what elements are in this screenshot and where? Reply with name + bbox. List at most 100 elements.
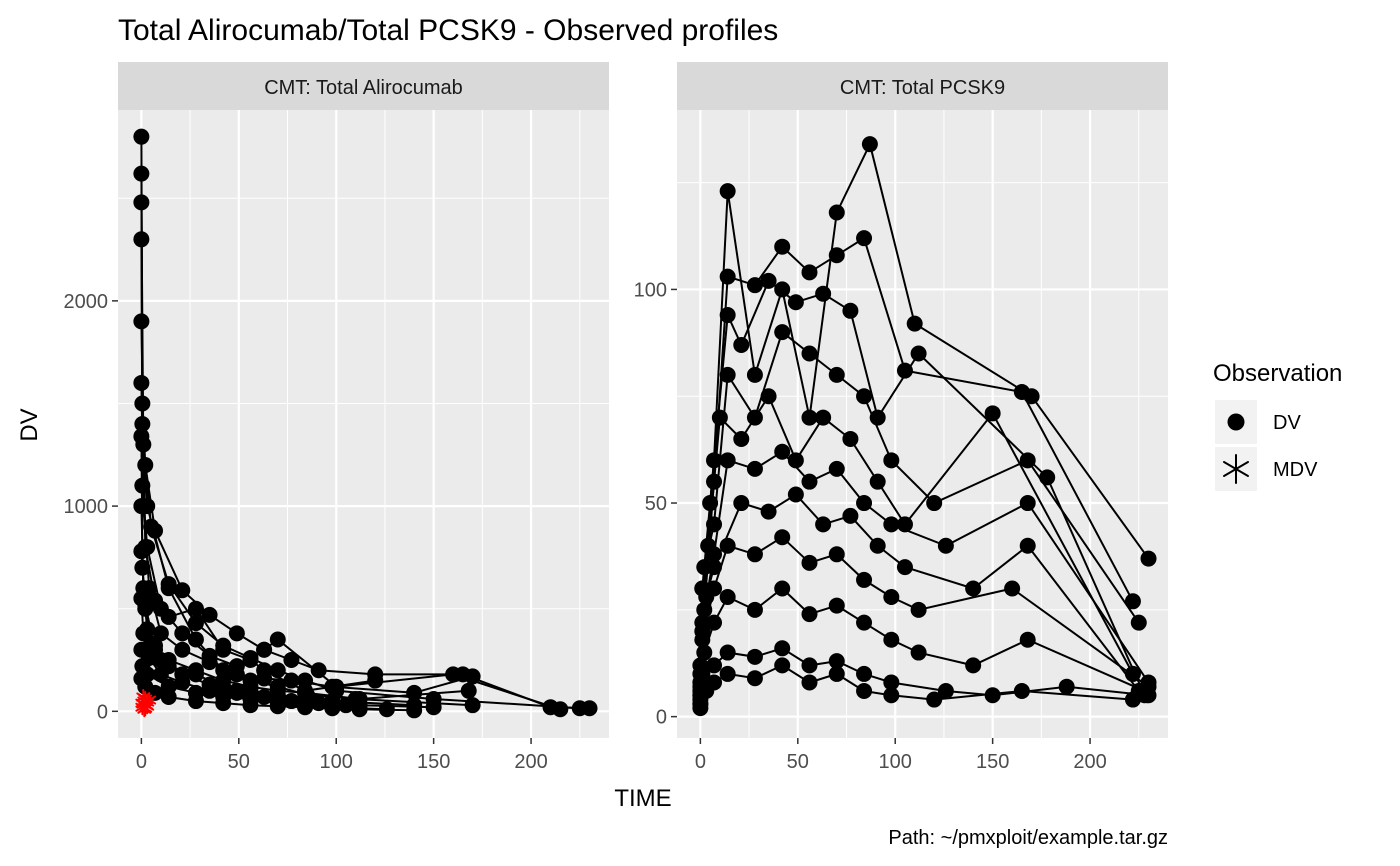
y-tick-label: 2000 (64, 291, 109, 313)
dv-point (937, 537, 954, 554)
dv-point (174, 582, 191, 599)
dv-point (719, 665, 736, 682)
dv-point (965, 580, 982, 597)
dv-point (324, 700, 341, 717)
dv-point (242, 697, 259, 714)
dv-point (856, 665, 873, 682)
dv-point (896, 516, 913, 533)
dv-point (152, 666, 169, 683)
dv-point (160, 688, 177, 705)
dv-point (815, 516, 832, 533)
dv-point (134, 477, 151, 494)
dv-point (297, 699, 314, 716)
dv-point (425, 699, 442, 716)
dv-point (324, 678, 341, 695)
dv-point (367, 672, 384, 689)
dv-point (283, 652, 300, 669)
y-tick-label: 50 (645, 493, 667, 515)
y-tick-label: 1000 (64, 496, 109, 518)
dv-point (201, 606, 218, 623)
dv-point (801, 554, 818, 571)
caption: Path: ~/pmxploit/example.tar.gz (888, 827, 1168, 849)
dv-point (869, 409, 886, 426)
dv-point (746, 277, 763, 294)
dv-point (896, 362, 913, 379)
dv-point (828, 597, 845, 614)
dv-point (760, 503, 777, 520)
dv-point (883, 631, 900, 648)
dv-point (694, 665, 711, 682)
dv-point (133, 313, 150, 330)
dv-point (883, 674, 900, 691)
dv-point (774, 640, 791, 657)
dv-point (337, 697, 354, 714)
dv-point (733, 336, 750, 353)
dv-point (228, 666, 245, 683)
dv-point (746, 460, 763, 477)
dv-point (1039, 469, 1056, 486)
x-tick-label: 0 (136, 751, 147, 773)
dv-point (856, 571, 873, 588)
dv-point (706, 657, 723, 674)
dv-point (143, 518, 160, 535)
dv-point (910, 644, 927, 661)
dv-point (719, 537, 736, 554)
x-tick-label: 0 (695, 751, 706, 773)
dv-point (746, 409, 763, 426)
dv-point (910, 345, 927, 362)
dv-point (242, 652, 259, 669)
x-tick-label: 150 (417, 751, 450, 773)
dv-point (696, 644, 713, 661)
dv-point (801, 409, 818, 426)
dv-point (702, 495, 719, 512)
dv-point (706, 516, 723, 533)
dv-point (133, 128, 150, 145)
dv-point (828, 653, 845, 670)
dv-point (883, 452, 900, 469)
dv-point (310, 662, 327, 679)
dv-point (269, 631, 286, 648)
dv-point (706, 546, 723, 563)
dv-point (137, 457, 154, 474)
dv-point (869, 537, 886, 554)
dv-point (1058, 678, 1075, 695)
dv-point (135, 625, 152, 642)
dv-point (1130, 614, 1147, 631)
dv-point (1140, 687, 1157, 704)
y-tick-label: 100 (634, 279, 667, 301)
dv-point (552, 701, 569, 718)
dv-point (861, 136, 878, 153)
dv-point (571, 700, 588, 717)
dv-point (801, 606, 818, 623)
dv-point (828, 546, 845, 563)
dv-point (815, 285, 832, 302)
dv-point (926, 691, 943, 708)
dv-point (856, 388, 873, 405)
dv-point (1004, 580, 1021, 597)
dv-point (883, 516, 900, 533)
dv-point (706, 473, 723, 490)
legend-dv-marker (1227, 413, 1245, 431)
dv-point (984, 687, 1001, 704)
dv-point (828, 665, 845, 682)
dv-point (774, 657, 791, 674)
legend: Observation DV MDV (1213, 360, 1342, 491)
dv-point (692, 700, 709, 717)
dv-point (828, 247, 845, 264)
dv-point (1124, 665, 1141, 682)
dv-point (842, 302, 859, 319)
dv-point (746, 366, 763, 383)
dv-point (719, 307, 736, 324)
dv-point (133, 374, 150, 391)
x-tick-label: 50 (787, 751, 809, 773)
legend-label-mdv: MDV (1273, 459, 1318, 481)
dv-point (174, 674, 191, 691)
dv-point (133, 590, 150, 607)
dv-point (787, 294, 804, 311)
legend-title: Observation (1213, 360, 1342, 387)
dv-point (133, 543, 150, 560)
dv-point (269, 662, 286, 679)
legend-mdv-marker (1223, 454, 1249, 484)
